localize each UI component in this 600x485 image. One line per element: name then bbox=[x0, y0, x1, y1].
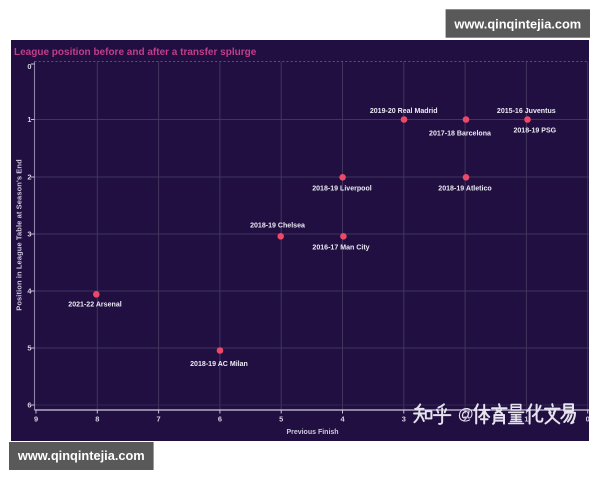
svg-text:9: 9 bbox=[34, 415, 38, 424]
svg-text:6: 6 bbox=[218, 415, 222, 424]
svg-text:www.qinqintejia.com: www.qinqintejia.com bbox=[17, 448, 145, 463]
svg-text:7: 7 bbox=[157, 415, 161, 424]
svg-text:1: 1 bbox=[524, 415, 528, 424]
svg-text:2015-16 Juventus: 2015-16 Juventus bbox=[497, 108, 556, 115]
svg-text:0: 0 bbox=[586, 415, 590, 424]
svg-text:2021-22 Arsenal: 2021-22 Arsenal bbox=[68, 302, 121, 309]
svg-text:www.qinqintejia.com: www.qinqintejia.com bbox=[453, 16, 581, 31]
svg-text:4: 4 bbox=[340, 415, 345, 424]
svg-text:1: 1 bbox=[27, 115, 31, 124]
svg-text:League position before and aft: League position before and after a trans… bbox=[14, 47, 257, 58]
svg-text:0: 0 bbox=[27, 62, 31, 71]
svg-text:Previous Finish: Previous Finish bbox=[286, 429, 338, 436]
svg-text:3: 3 bbox=[27, 230, 31, 239]
svg-text:2018-19 AC Milan: 2018-19 AC Milan bbox=[190, 361, 248, 368]
svg-text:5: 5 bbox=[279, 415, 283, 424]
svg-text:2018-19 Liverpool: 2018-19 Liverpool bbox=[312, 186, 372, 193]
svg-text:2019-20 Real Madrid: 2019-20 Real Madrid bbox=[370, 108, 438, 115]
svg-text:@: @ bbox=[458, 406, 474, 423]
svg-text:5: 5 bbox=[27, 344, 31, 353]
svg-text:2: 2 bbox=[463, 415, 467, 424]
svg-text:6: 6 bbox=[27, 401, 31, 410]
svg-text:2016-17 Man City: 2016-17 Man City bbox=[312, 245, 369, 252]
svg-text:3: 3 bbox=[402, 415, 406, 424]
svg-text:4: 4 bbox=[27, 287, 32, 296]
svg-text:2018-19 PSG: 2018-19 PSG bbox=[513, 128, 556, 135]
svg-text:2017-18 Barcelona: 2017-18 Barcelona bbox=[429, 131, 491, 138]
svg-text:2018-19 Chelsea: 2018-19 Chelsea bbox=[250, 223, 305, 230]
svg-text:2: 2 bbox=[27, 173, 31, 182]
svg-text:2018-19 Atletico: 2018-19 Atletico bbox=[438, 186, 492, 193]
svg-text:8: 8 bbox=[95, 415, 99, 424]
svg-text:Position in League Table at Se: Position in League Table at Season's End bbox=[15, 159, 24, 311]
